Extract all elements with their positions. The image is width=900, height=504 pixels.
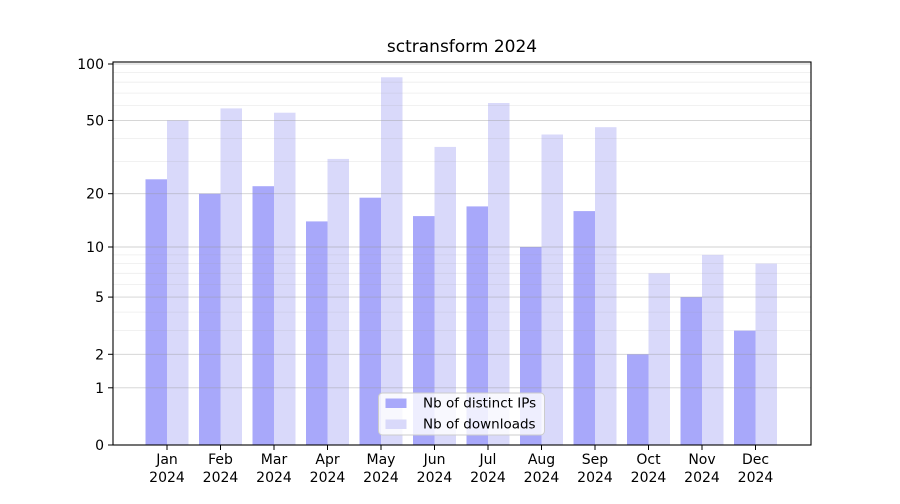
bar-distinct-ips-may: [359, 197, 381, 445]
x-tick-year-label: 2024: [310, 470, 346, 486]
bar-downloads-sep: [595, 127, 617, 445]
chart-title: sctransform 2024: [387, 37, 537, 57]
bar-downloads-apr: [327, 158, 349, 445]
y-tick-label: 2: [95, 347, 104, 363]
x-tick-year-label: 2024: [470, 470, 506, 486]
bar-distinct-ips-sep: [573, 211, 595, 445]
x-tick-year-label: 2024: [684, 470, 720, 486]
legend: Nb of distinct IPs Nb of downloads: [378, 392, 545, 436]
x-tick-year-label: 2024: [203, 470, 239, 486]
x-tick-month-label: Feb: [208, 452, 233, 468]
x-tick-month-label: Aug: [528, 452, 555, 468]
bar-distinct-ips-mar: [252, 186, 274, 445]
y-tick-label: 10: [86, 240, 104, 256]
legend-box: [378, 392, 545, 436]
x-tick-month-label: Jun: [423, 452, 446, 468]
bar-downloads-jan: [167, 120, 189, 446]
x-tick-month-label: Nov: [688, 452, 715, 468]
bar-distinct-ips-feb: [199, 193, 221, 445]
x-tick-year-label: 2024: [631, 470, 667, 486]
y-tick-label: 20: [86, 187, 104, 203]
bar-distinct-ips-apr: [306, 221, 328, 445]
x-tick-month-label: Mar: [261, 452, 288, 468]
bar-distinct-ips-jun: [413, 216, 435, 445]
x-tick-year-label: 2024: [577, 470, 613, 486]
bar-distinct-ips-jul: [466, 206, 488, 445]
x-tick-month-label: May: [367, 452, 396, 468]
y-tick-label: 5: [95, 290, 104, 306]
y-tick-label: 50: [86, 113, 104, 129]
x-tick-month-label: Dec: [742, 452, 769, 468]
x-tick-month-label: Sep: [582, 452, 609, 468]
y-tick-label: 1: [95, 381, 104, 397]
bar-downloads-aug: [541, 134, 563, 445]
bar-distinct-ips-oct: [627, 354, 649, 445]
legend-swatch-downloads: [385, 419, 407, 429]
x-tick-year-label: 2024: [417, 470, 453, 486]
bar-downloads-jul: [488, 103, 510, 445]
y-tick-label: 100: [77, 57, 104, 73]
bar-downloads-nov: [702, 254, 724, 445]
x-tick-month-label: Jul: [479, 452, 497, 468]
bar-distinct-ips-dec: [734, 330, 756, 445]
bar-distinct-ips-nov: [680, 297, 702, 445]
legend-label-downloads: Nb of downloads: [423, 417, 536, 433]
bar-downloads-oct: [648, 273, 670, 445]
x-tick-year-label: 2024: [524, 470, 560, 486]
x-tick-month-label: Apr: [315, 452, 339, 468]
x-axis-ticks-layer: Jan 2024 Feb 2024 Mar 2024 Apr 2024 May 2024 Jun 20…: [149, 445, 773, 486]
plot-frame: [112, 61, 812, 446]
x-tick-year-label: 2024: [738, 470, 774, 486]
bar-downloads-mar: [274, 112, 296, 445]
legend-label-distinct-ips: Nb of distinct IPs: [423, 396, 536, 412]
legend-swatch-distinct-ips: [385, 398, 407, 408]
bars-layer: [145, 77, 777, 446]
bar-downloads-feb: [220, 108, 242, 446]
y-tick-label: 0: [95, 438, 104, 454]
bar-downloads-jun: [434, 146, 456, 445]
bar-distinct-ips-jan: [145, 179, 167, 446]
bar-downloads-may: [381, 77, 403, 446]
major-gridlines-layer: [113, 63, 811, 389]
x-tick-year-label: 2024: [256, 470, 292, 486]
x-tick-month-label: Oct: [636, 452, 661, 468]
y-axis-ticks-layer: 0 1 2 5 10 20 50 100: [77, 57, 113, 454]
x-tick-month-label: Jan: [155, 452, 178, 468]
bar-downloads-dec: [755, 263, 777, 445]
x-tick-year-label: 2024: [363, 470, 399, 486]
minor-gridlines-layer: [113, 72, 811, 332]
x-tick-year-label: 2024: [149, 470, 185, 486]
